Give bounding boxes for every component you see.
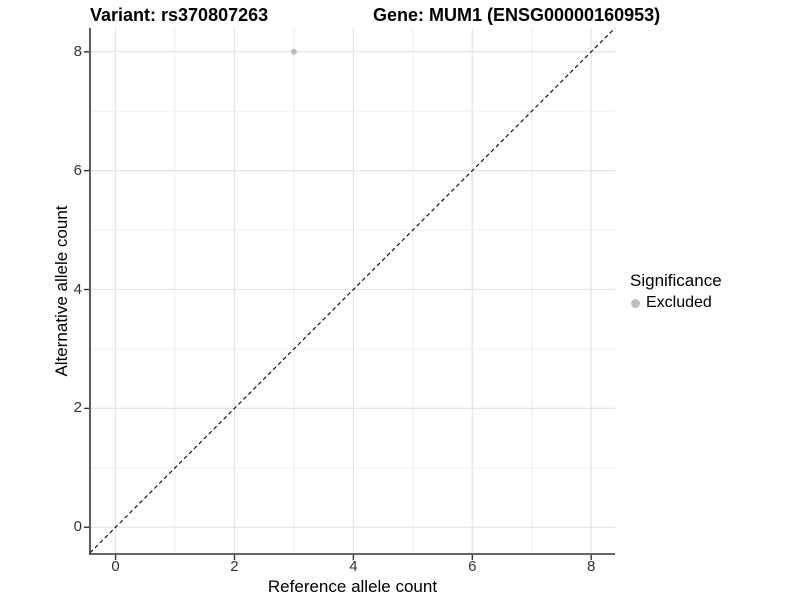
x-axis-title: Reference allele count [267,577,438,596]
x-tick-label: 6 [468,558,477,575]
x-tick-label: 2 [230,558,239,575]
legend-title: Significance [630,271,722,290]
legend-item-label: Excluded [646,294,712,311]
legend-item-excluded: Excluded [631,294,722,312]
x-tick-label: 8 [587,558,596,575]
x-tick-label: 0 [111,558,120,575]
plot-title-variant: Variant: rs370807263 [90,5,269,25]
y-tick-label: 4 [73,280,82,298]
y-tick-label: 6 [73,161,82,179]
legend-point-icon [631,298,640,308]
identity-line [89,27,616,554]
x-tick-label: 4 [349,558,358,575]
data-point [290,48,297,55]
y-tick-label: 0 [73,518,82,536]
y-tick-label: 8 [73,42,82,60]
y-tick-label: 2 [73,399,82,417]
plot-title-gene: Gene: MUM1 (ENSG00000160953) [373,5,661,25]
legend: Significance Excluded [630,271,722,312]
